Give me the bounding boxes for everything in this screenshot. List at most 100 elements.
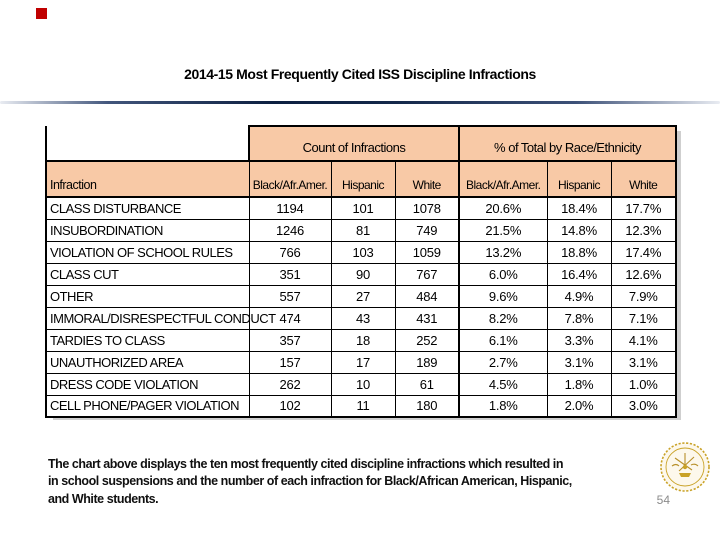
table-row: UNAUTHORIZED AREA 157 17 189 2.7% 3.1% 3…: [45, 350, 678, 374]
count-black-cell: 1194: [248, 196, 332, 220]
pct-black-cell: 6.0%: [458, 262, 548, 286]
column-header-pct-hispanic: Hispanic: [546, 160, 612, 198]
infraction-cell: DRESS CODE VIOLATION: [45, 372, 250, 396]
pct-black-cell: 20.6%: [458, 196, 548, 220]
count-white-cell: 484: [394, 284, 460, 308]
count-black-cell: 157: [248, 350, 332, 374]
column-header-pct-black: Black/Afr.Amer.: [458, 160, 548, 198]
footer-line-1: The chart above displays the ten most fr…: [48, 457, 564, 471]
count-white-cell: 61: [394, 372, 460, 396]
count-hispanic-cell: 81: [330, 218, 396, 242]
footer-caption: The chart above displays the ten most fr…: [48, 456, 572, 508]
pct-hispanic-cell: 4.9%: [546, 284, 612, 308]
page-title: 2014-15 Most Frequently Cited ISS Discip…: [184, 66, 536, 82]
infraction-cell: CLASS CUT: [45, 262, 250, 286]
group-header-counts: Count of Infractions: [248, 125, 460, 162]
count-white-cell: 767: [394, 262, 460, 286]
district-seal-icon: [660, 442, 710, 492]
infraction-cell: IMMORAL/DISRESPECTFUL CONDUCT: [45, 306, 276, 330]
pct-black-cell: 2.7%: [458, 350, 548, 374]
count-hispanic-cell: 101: [330, 196, 396, 220]
group-header-row: Count of Infractions % of Total by Race/…: [45, 125, 678, 162]
count-hispanic-cell: 90: [330, 262, 396, 286]
count-white-cell: 180: [394, 394, 460, 418]
footer-line-3: and White students.: [48, 491, 159, 506]
pct-hispanic-cell: 3.3%: [546, 328, 612, 352]
column-header-count-black: Black/Afr.Amer.: [248, 160, 332, 198]
count-hispanic-cell: 18: [330, 328, 396, 352]
pct-black-cell: 9.6%: [458, 284, 548, 308]
page-number: 54: [656, 493, 670, 507]
count-white-cell: 252: [394, 328, 460, 352]
count-black-cell: 351: [248, 262, 332, 286]
infraction-cell: OTHER: [45, 284, 250, 308]
count-hispanic-cell: 17: [330, 350, 396, 374]
count-black-cell: 766: [248, 240, 332, 264]
table-row: CLASS CUT 351 90 767 6.0% 16.4% 12.6%: [45, 262, 678, 286]
pct-white-cell: 7.1%: [610, 306, 678, 330]
infraction-cell: CELL PHONE/PAGER VIOLATION: [45, 394, 250, 418]
column-header-count-hispanic: Hispanic: [330, 160, 396, 198]
pct-hispanic-cell: 16.4%: [546, 262, 612, 286]
infractions-data-table: Count of Infractions % of Total by Race/…: [45, 125, 678, 418]
title-divider: [0, 101, 720, 104]
count-hispanic-cell: 10: [330, 372, 396, 396]
count-white-cell: 431: [394, 306, 460, 330]
infraction-cell: TARDIES TO CLASS: [45, 328, 250, 352]
column-header-pct-white: White: [610, 160, 678, 198]
table-row: VIOLATION OF SCHOOL RULES 766 103 1059 1…: [45, 240, 678, 264]
count-white-cell: 749: [394, 218, 460, 242]
pct-black-cell: 1.8%: [458, 394, 548, 418]
pct-black-cell: 13.2%: [458, 240, 548, 264]
count-white-cell: 189: [394, 350, 460, 374]
pct-white-cell: 12.6%: [610, 262, 678, 286]
pct-hispanic-cell: 1.8%: [546, 372, 612, 396]
count-hispanic-cell: 27: [330, 284, 396, 308]
count-hispanic-cell: 11: [330, 394, 396, 418]
count-white-cell: 1078: [394, 196, 460, 220]
pct-white-cell: 4.1%: [610, 328, 678, 352]
infraction-cell: UNAUTHORIZED AREA: [45, 350, 250, 374]
pct-white-cell: 3.1%: [610, 350, 678, 374]
pct-white-cell: 17.7%: [610, 196, 678, 220]
pct-black-cell: 4.5%: [458, 372, 548, 396]
pct-white-cell: 7.9%: [610, 284, 678, 308]
pct-hispanic-cell: 18.8%: [546, 240, 612, 264]
column-header-infraction: Infraction: [45, 160, 250, 198]
pct-white-cell: 17.4%: [610, 240, 678, 264]
pct-white-cell: 12.3%: [610, 218, 678, 242]
count-black-cell: 102: [248, 394, 332, 418]
count-hispanic-cell: 103: [330, 240, 396, 264]
pct-black-cell: 6.1%: [458, 328, 548, 352]
table-row: CELL PHONE/PAGER VIOLATION 102 11 180 1.…: [45, 394, 678, 418]
table-row: TARDIES TO CLASS 357 18 252 6.1% 3.3% 4.…: [45, 328, 678, 352]
count-black-cell: 262: [248, 372, 332, 396]
pct-hispanic-cell: 14.8%: [546, 218, 612, 242]
pct-white-cell: 1.0%: [610, 372, 678, 396]
pct-hispanic-cell: 18.4%: [546, 196, 612, 220]
table-row: CLASS DISTURBANCE 1194 101 1078 20.6% 18…: [45, 196, 678, 220]
pct-black-cell: 21.5%: [458, 218, 548, 242]
table-row: DRESS CODE VIOLATION 262 10 61 4.5% 1.8%…: [45, 372, 678, 396]
count-hispanic-cell: 43: [330, 306, 396, 330]
count-black-cell: 1246: [248, 218, 332, 242]
infraction-cell: INSUBORDINATION: [45, 218, 250, 242]
count-black-cell: 357: [248, 328, 332, 352]
pct-hispanic-cell: 7.8%: [546, 306, 612, 330]
table-row: INSUBORDINATION 1246 81 749 21.5% 14.8% …: [45, 218, 678, 242]
infractions-table: Count of Infractions % of Total by Race/…: [45, 125, 678, 418]
column-header-row: Infraction Black/Afr.Amer. Hispanic Whit…: [45, 160, 678, 198]
pct-hispanic-cell: 2.0%: [546, 394, 612, 418]
red-square-decoration: [36, 8, 47, 19]
infraction-cell: VIOLATION OF SCHOOL RULES: [45, 240, 250, 264]
pct-black-cell: 8.2%: [458, 306, 548, 330]
count-white-cell: 1059: [394, 240, 460, 264]
pct-white-cell: 3.0%: [610, 394, 678, 418]
group-header-percents: % of Total by Race/Ethnicity: [457, 125, 678, 162]
table-row: OTHER 557 27 484 9.6% 4.9% 7.9%: [45, 284, 678, 308]
infraction-cell: CLASS DISTURBANCE: [45, 196, 250, 220]
pct-hispanic-cell: 3.1%: [546, 350, 612, 374]
count-black-cell: 557: [248, 284, 332, 308]
blank-corner-cell: [45, 126, 249, 161]
